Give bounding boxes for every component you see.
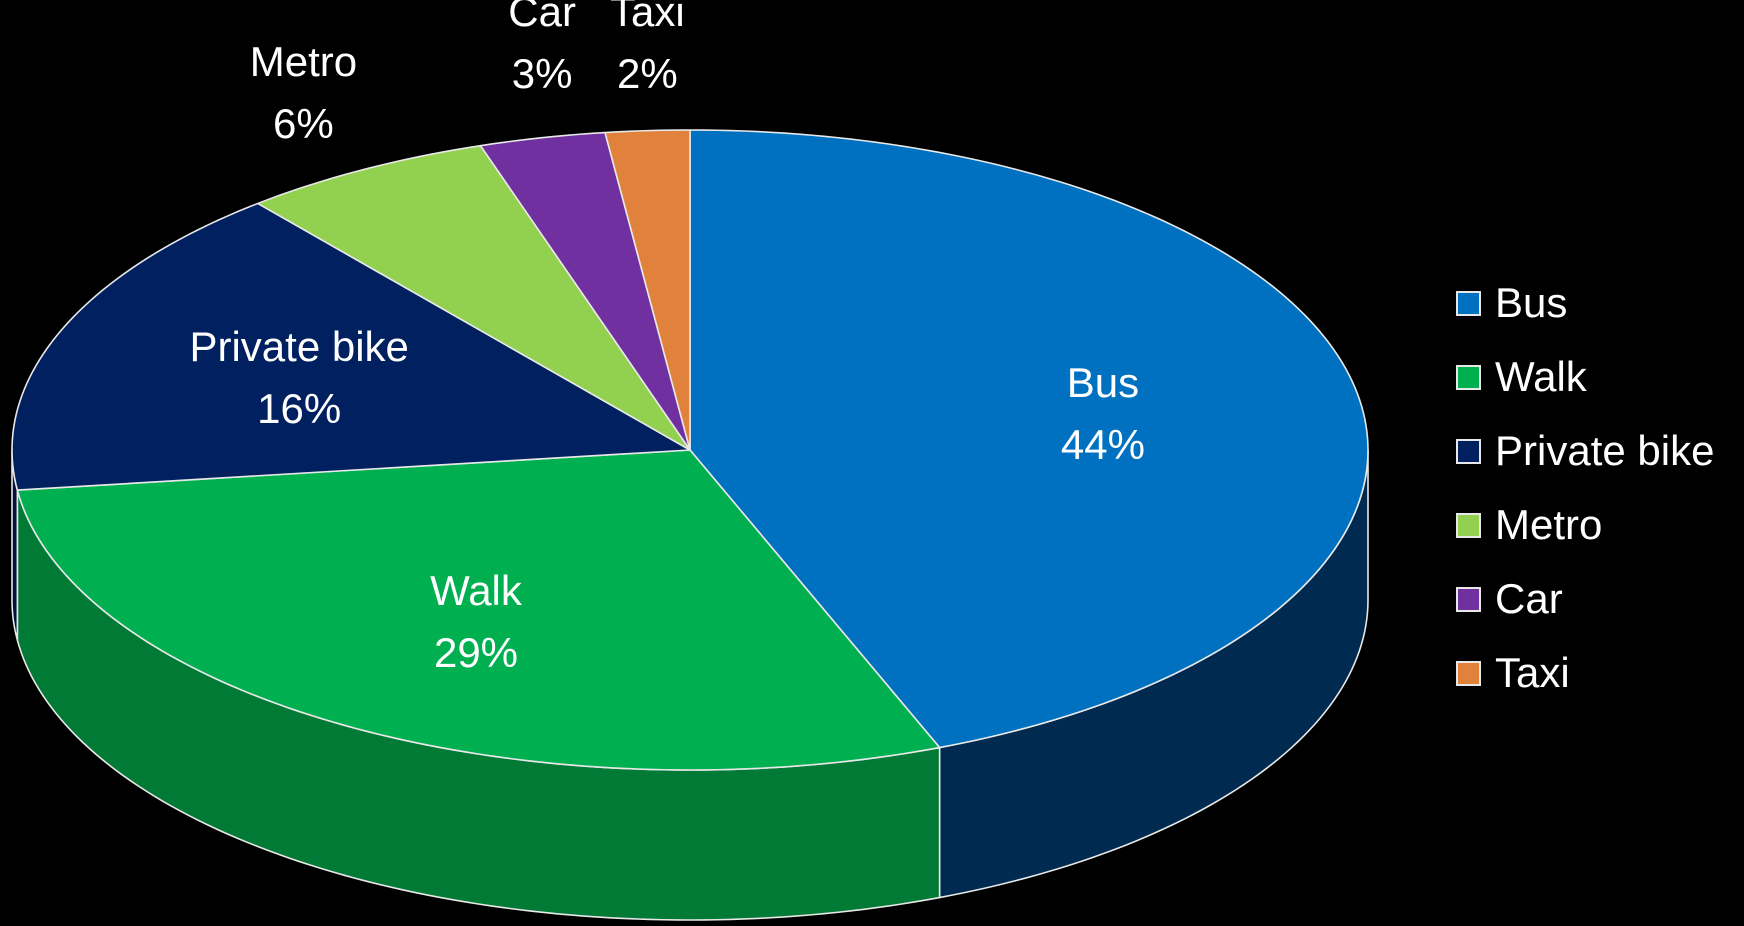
legend-swatch-taxi xyxy=(1456,660,1481,686)
data-label-name-bus: Bus xyxy=(1067,359,1139,406)
pie-slice-private-bike xyxy=(11,202,691,491)
data-label-walk: Walk 29% xyxy=(430,567,523,676)
legend-label-bus: Bus xyxy=(1495,279,1568,326)
data-label-percent-private-bike: 16% xyxy=(257,385,341,432)
legend-item-taxi: Taxi xyxy=(1456,636,1714,710)
data-label-name-car: Car xyxy=(508,0,576,35)
data-label-car: Car 3% xyxy=(508,0,576,97)
legend-swatch-private-bike xyxy=(1456,438,1481,464)
pie-data-labels: Bus 44% Walk 29% Private bike 16% Metro 6% Car 3%… xyxy=(189,0,1144,676)
legend-item-bus: Bus xyxy=(1456,266,1714,340)
legend-swatch-bus xyxy=(1456,290,1481,316)
data-label-name-private-bike: Private bike xyxy=(189,323,408,370)
legend-label-walk: Walk xyxy=(1495,353,1587,400)
data-label-percent-taxi: 2% xyxy=(617,50,678,97)
data-label-bus: Bus 44% xyxy=(1061,359,1145,468)
data-label-name-metro: Metro xyxy=(250,38,357,85)
legend-swatch-metro xyxy=(1456,512,1481,538)
data-label-percent-car: 3% xyxy=(512,50,573,97)
legend-label-taxi: Taxi xyxy=(1495,649,1570,696)
data-label-name-walk: Walk xyxy=(430,567,523,614)
pie-slice-bus xyxy=(689,129,1369,749)
pie-slice-car xyxy=(479,131,691,451)
chart-legend: Bus Walk Private bike Metro Car Taxi xyxy=(1456,266,1714,710)
data-label-private-bike: Private bike 16% xyxy=(189,323,408,432)
legend-item-car: Car xyxy=(1456,562,1714,636)
pie-slice-walk xyxy=(16,449,941,771)
legend-item-private-bike: Private bike xyxy=(1456,414,1714,488)
legend-label-metro: Metro xyxy=(1495,501,1603,548)
data-label-metro: Metro 6% xyxy=(250,38,357,147)
legend-label-private-bike: Private bike xyxy=(1495,427,1715,474)
legend-swatch-car xyxy=(1456,586,1481,612)
legend-label-car: Car xyxy=(1495,575,1563,622)
legend-swatch-walk xyxy=(1456,364,1481,390)
data-label-percent-walk: 29% xyxy=(434,629,518,676)
data-label-percent-bus: 44% xyxy=(1061,421,1145,468)
pie-slice-taxi xyxy=(604,129,691,451)
pie-top-faces xyxy=(11,129,1369,771)
legend-item-walk: Walk xyxy=(1456,340,1714,414)
legend-item-metro: Metro xyxy=(1456,488,1714,562)
data-label-percent-metro: 6% xyxy=(273,100,334,147)
data-label-taxi: Taxi 2% xyxy=(610,0,685,97)
data-label-name-taxi: Taxi xyxy=(610,0,685,35)
pie-slice-metro xyxy=(257,144,691,451)
